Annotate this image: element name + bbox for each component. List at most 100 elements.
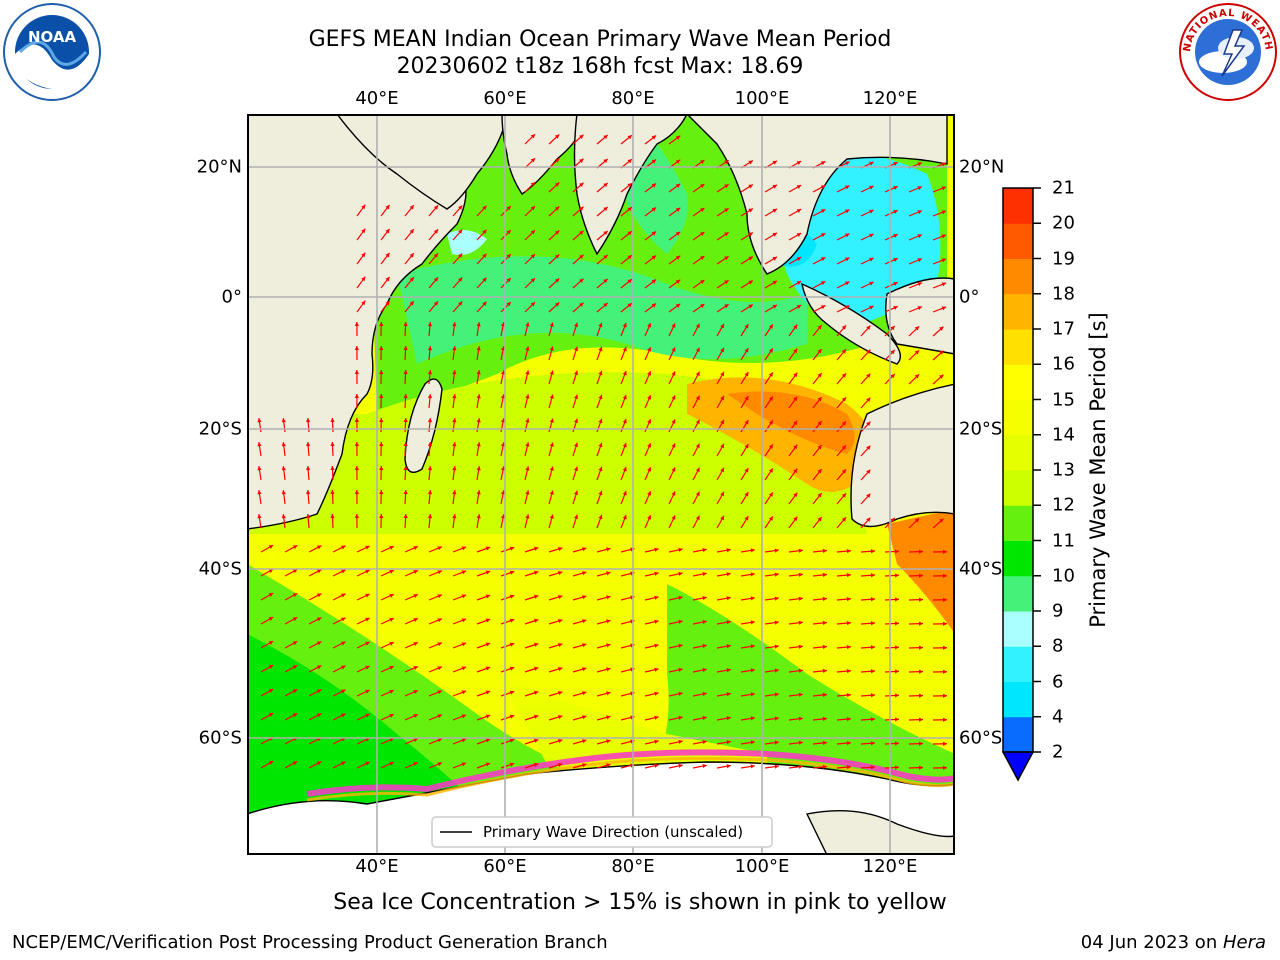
wave-direction-arrowhead [557, 762, 563, 768]
wave-direction-arrowhead [845, 257, 850, 262]
wave-direction-arrowhead [530, 206, 536, 211]
wave-direction-arrowhead [724, 232, 729, 237]
wave-direction-arrowhead [893, 161, 898, 166]
wave-direction-arrowhead [533, 714, 539, 719]
wave-direction-arrowhead [268, 545, 274, 549]
australia-landmass [850, 383, 955, 528]
wave-direction-arrowhead [557, 738, 563, 744]
wave-direction-arrowhead [413, 642, 418, 647]
wave-direction-arrowhead [671, 419, 676, 424]
colorbar-label: Primary Wave Mean Period [s] [1086, 312, 1110, 628]
wave-direction-arrowhead [841, 397, 846, 402]
wave-direction-arrowhead [744, 468, 749, 473]
wave-direction-arrowhead [385, 228, 390, 234]
wave-direction-arrowhead [598, 442, 603, 448]
wave-direction-arrowhead [582, 643, 587, 648]
wave-direction-arrowhead [627, 279, 632, 284]
wave-direction-arrowhead [598, 370, 603, 376]
wave-direction-arrowhead [554, 182, 560, 187]
wave-direction-arrowhead [846, 764, 851, 770]
wave-direction-arrowhead [750, 644, 755, 649]
wave-direction-arrowhead [798, 692, 803, 697]
wave-direction-arrowhead [533, 642, 539, 647]
wave-direction-arrowhead [774, 716, 779, 721]
wave-direction-arrowhead [482, 253, 487, 259]
colorbar-tick-label: 12 [1052, 494, 1075, 516]
wave-direction-arrowhead [482, 229, 487, 235]
wave-direction-arrowhead [606, 547, 611, 552]
wave-direction-arrowhead [894, 621, 899, 626]
wave-direction-arrowhead [389, 641, 394, 646]
wave-direction-arrowhead [841, 469, 846, 474]
colorbar-segment [1003, 540, 1033, 577]
wave-direction-arrowhead [452, 514, 457, 519]
wave-direction-arrowhead [341, 689, 346, 694]
wave-direction-arrowhead [579, 230, 584, 235]
colorbar-tick-label: 6 [1052, 671, 1064, 692]
wave-direction-arrowhead [750, 740, 755, 745]
wave-direction-arrowhead [841, 349, 846, 354]
wave-direction-arrowhead [939, 374, 944, 379]
wave-direction-arrowhead [846, 596, 851, 602]
wave-direction-arrowhead [772, 256, 778, 261]
wave-direction-arrowhead [748, 208, 753, 213]
wave-direction-arrowhead [579, 134, 584, 139]
wave-direction-arrowhead [890, 517, 895, 523]
wave-direction-arrowhead [306, 514, 311, 519]
wave-direction-arrowhead [726, 548, 731, 553]
wave-direction-arrowhead [606, 643, 611, 648]
wave-direction-arrowhead [379, 370, 384, 375]
wave-direction-arrowhead [316, 545, 322, 550]
wave-direction-arrowhead [869, 305, 874, 310]
wave-direction-arrowhead [409, 205, 414, 210]
wave-direction-arrowhead [654, 571, 659, 576]
wave-direction-arrowhead [452, 394, 457, 399]
wave-direction-arrowhead [866, 421, 871, 426]
wave-direction-arrowhead [525, 490, 530, 495]
wave-direction-arrowhead [413, 618, 418, 623]
wave-direction-arrowhead [748, 256, 753, 261]
wave-direction-arrowhead [365, 593, 370, 598]
colorbar-tick-label: 10 [1052, 565, 1075, 587]
map-frame [247, 114, 955, 855]
madagascar-island [404, 378, 443, 473]
wave-direction-arrowhead [671, 491, 676, 496]
wave-direction-arrowhead [525, 442, 530, 447]
wave-direction-arrowhead [866, 325, 871, 330]
wave-direction-arrowhead [598, 466, 603, 472]
lon-tick-bottom-100E: 100°E [734, 856, 790, 877]
wave-direction-arrowhead [866, 373, 871, 378]
wave-direction-arrowhead [744, 420, 749, 425]
wave-direction-arrowhead [890, 373, 895, 379]
wave-direction-arrowhead [846, 572, 851, 578]
lat-tick-right-20S: 20°S [959, 418, 1003, 440]
wave-direction-arrowhead [702, 715, 707, 721]
wave-direction-arrowhead [627, 135, 632, 140]
wave-direction-arrowhead [700, 280, 705, 285]
wave-direction-arrowhead [918, 669, 923, 674]
colorbar-tick-label: 16 [1052, 353, 1075, 375]
wave-direction-arrowhead [403, 418, 408, 423]
wave-direction-arrowhead [257, 418, 262, 423]
wave-direction-arrowhead [389, 593, 394, 598]
wave-direction-arrowhead [918, 741, 923, 746]
wave-direction-arrowhead [768, 396, 773, 401]
wave-direction-arrowhead [675, 183, 681, 188]
wave-direction-arrowhead [306, 490, 311, 495]
colorbar-tick-label: 4 [1052, 706, 1064, 728]
wave-direction-arrowhead [579, 182, 584, 187]
borneo-island [885, 277, 955, 355]
colorbar-segment [1003, 611, 1033, 647]
wave-direction-arrowhead [257, 490, 262, 495]
wave-direction-arrowhead [870, 741, 875, 746]
wave-direction-arrowhead [820, 281, 826, 286]
wave-direction-arrowhead [385, 300, 390, 306]
wave-direction-arrowhead [768, 348, 773, 353]
wave-direction-arrowhead [379, 322, 384, 327]
land-masses [247, 114, 955, 855]
wave-direction-arrowhead [485, 738, 491, 743]
wave-direction-arrowhead [427, 322, 433, 327]
wave-direction-arrowhead [476, 370, 481, 375]
wave-direction-arrowhead [281, 514, 286, 519]
wave-direction-arrowhead [365, 713, 370, 718]
